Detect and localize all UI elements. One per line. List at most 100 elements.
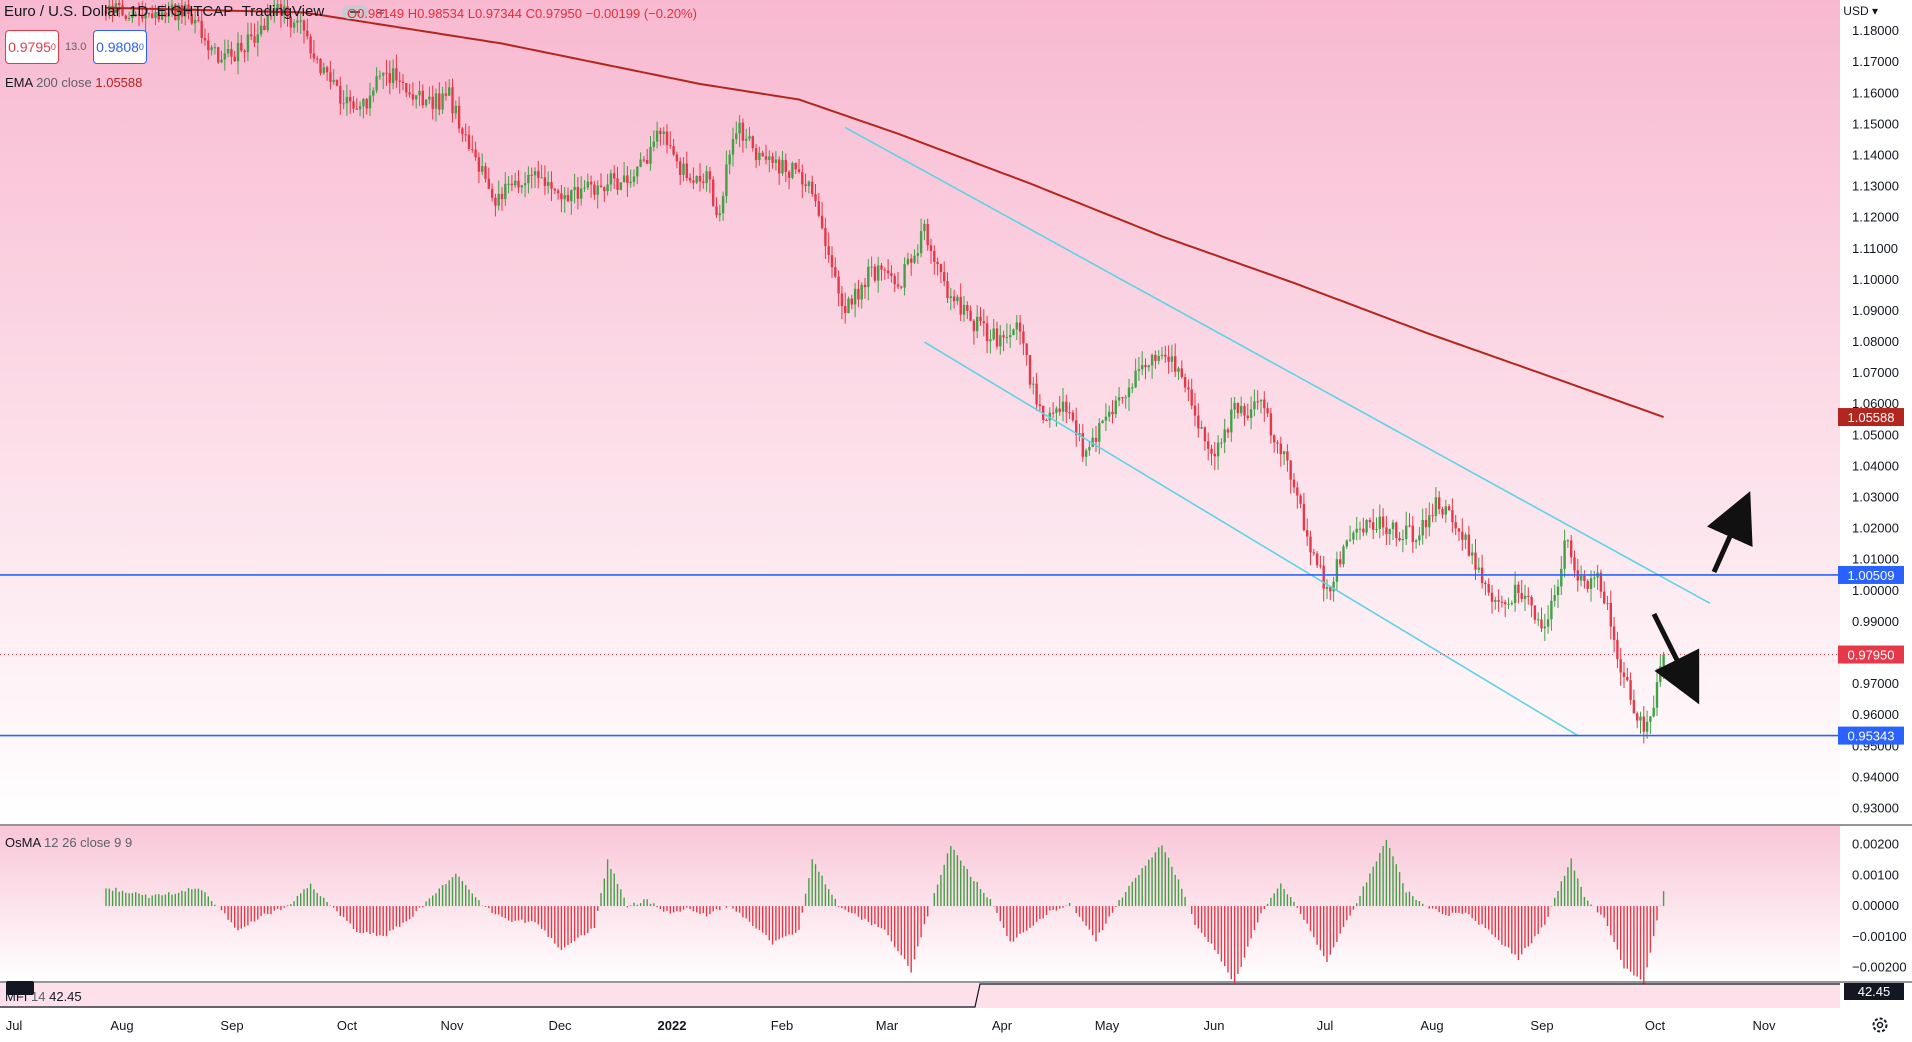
candle-body — [1464, 534, 1467, 540]
candle-body — [289, 16, 292, 28]
candle-body — [830, 255, 834, 268]
candle-body — [276, 4, 279, 9]
candle-body — [174, 4, 177, 21]
buy-button[interactable]: 0.9808 0 — [93, 30, 147, 64]
candle-body — [530, 174, 533, 176]
chart-header[interactable]: Euro / U.S. Dollar 1D EIGHTCAP TradingVi… — [4, 3, 384, 20]
candle-body — [1081, 433, 1084, 457]
settings-gear-icon[interactable] — [1872, 1017, 1888, 1033]
mfi-params: 14 — [31, 989, 46, 1004]
symbol-name[interactable]: Euro / U.S. Dollar — [4, 3, 121, 20]
candle-body — [847, 298, 850, 314]
candle-body — [236, 42, 240, 62]
candle-body — [758, 152, 761, 161]
gear-outer[interactable] — [1872, 1017, 1888, 1033]
candle-body — [741, 122, 745, 141]
candle-body — [1325, 587, 1329, 589]
candle-body — [1556, 586, 1560, 596]
price-label-box — [1838, 726, 1904, 745]
candle-body — [1141, 364, 1144, 370]
trend-channel[interactable] — [844, 126, 1711, 737]
osma-axis[interactable]: 0.00200 0.00100 0.00000 −0.00100 −0.00200 — [1852, 836, 1907, 974]
mfi-line — [0, 983, 1840, 1008]
channel-upper-line[interactable] — [844, 126, 1711, 604]
candle-body — [1147, 365, 1150, 368]
interval[interactable]: 1D — [129, 3, 149, 20]
candle-body — [1428, 515, 1431, 528]
candle-body — [1467, 534, 1471, 556]
ema-legend[interactable]: EMA 200 close 1.05588 — [5, 75, 142, 90]
candle-body — [342, 103, 345, 105]
compare-wave-icon[interactable]: ≈ — [376, 3, 385, 19]
candle-body — [1560, 568, 1563, 587]
candle-body — [1226, 429, 1230, 433]
candle-body — [1190, 389, 1193, 406]
candle-body — [1603, 591, 1606, 604]
candle-body — [976, 316, 979, 332]
sell-button[interactable]: 0.9795 0 — [5, 30, 59, 64]
candle-body — [1055, 408, 1058, 413]
candle-body — [500, 193, 504, 200]
osma-tick-label: −0.00100 — [1852, 929, 1907, 944]
candle-body — [283, 6, 286, 15]
channel-lower-line[interactable] — [923, 341, 1579, 737]
candle-body — [860, 284, 863, 300]
candle-body — [1207, 441, 1210, 449]
down-arrow[interactable] — [1651, 612, 1700, 705]
up-arrow[interactable] — [1706, 491, 1753, 574]
time-tick-label: Oct — [337, 1018, 358, 1033]
candle-body — [467, 134, 471, 150]
candle-body — [269, 15, 273, 17]
candle-body — [1223, 429, 1226, 443]
visibility-toggle-icon[interactable] — [342, 5, 369, 20]
candle-body — [936, 261, 939, 265]
candle-body — [794, 162, 797, 170]
candle-body — [448, 87, 451, 96]
candle-body — [1246, 415, 1249, 418]
candle-body — [388, 73, 391, 83]
candle-body — [1028, 355, 1032, 385]
drawn-arrows[interactable] — [1651, 491, 1753, 705]
horizontal-levels[interactable] — [0, 574, 1840, 737]
candle-body — [652, 141, 655, 147]
candle-body — [1180, 368, 1183, 378]
candle-body — [586, 181, 589, 188]
osma-legend[interactable]: OsMA 12 26 close 9 9 — [5, 835, 132, 850]
candle-body — [979, 316, 982, 322]
candle-body — [180, 4, 184, 17]
osma-histogram — [105, 839, 1665, 985]
candle-body — [1088, 447, 1091, 451]
candle-body — [256, 34, 259, 43]
candle-body — [233, 56, 236, 62]
candle-body — [606, 184, 609, 192]
candle-body — [1461, 531, 1464, 540]
candle-body — [1431, 515, 1434, 517]
candle-body — [1619, 659, 1622, 673]
candle-body — [1101, 420, 1104, 424]
price-tick-label: 1.09000 — [1852, 303, 1899, 318]
ema-200-line — [105, 6, 1664, 418]
time-tick-label: Dec — [548, 1018, 572, 1033]
candle-body — [1058, 408, 1061, 412]
candle-body — [1299, 495, 1302, 504]
price-label-text: 1.00509 — [1848, 568, 1895, 583]
candle-body — [596, 185, 599, 195]
currency-selector[interactable]: USD ▾ — [1843, 4, 1878, 18]
gear-inner[interactable] — [1876, 1021, 1884, 1029]
price-tick-label: 1.00000 — [1852, 583, 1899, 598]
candle-body — [368, 95, 372, 109]
candle-body — [523, 183, 527, 186]
candle-body — [1398, 538, 1401, 541]
time-axis[interactable]: Jul Aug Sep Oct Nov Dec 2022 Feb Mar Apr May Jun Jul… — [6, 1018, 1776, 1033]
candle-body — [1164, 354, 1167, 357]
candle-body — [959, 296, 962, 315]
candle-body — [1273, 435, 1276, 443]
candle-body — [1332, 581, 1335, 592]
candle-body — [675, 154, 679, 162]
candle-body — [302, 20, 306, 31]
candle-body — [1306, 530, 1309, 537]
candle-body — [177, 4, 180, 21]
time-tick-label: Mar — [876, 1018, 899, 1033]
candle-body — [636, 166, 639, 177]
